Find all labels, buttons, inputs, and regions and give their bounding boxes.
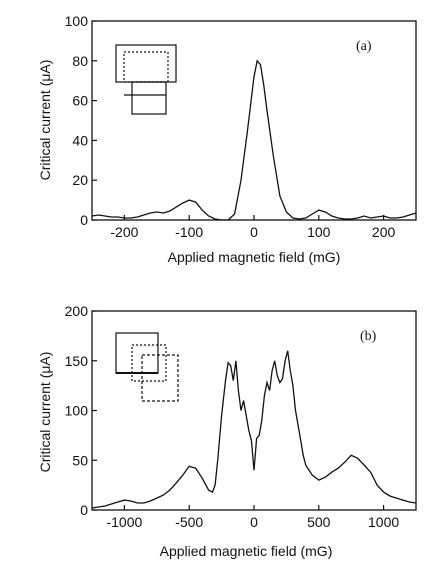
x-tick-label: -1000 bbox=[106, 514, 142, 530]
y-ticks-a: 0 20 40 60 80 100 bbox=[65, 13, 97, 228]
y-tick-label: 100 bbox=[65, 13, 89, 29]
y-tick-label: 200 bbox=[65, 303, 89, 319]
x-tick-label: -500 bbox=[175, 514, 203, 530]
inset-schematic-a bbox=[115, 44, 177, 115]
x-tick-label: -200 bbox=[110, 224, 138, 240]
x-tick-label: 500 bbox=[307, 514, 331, 530]
x-tick-label: 0 bbox=[250, 514, 258, 530]
series-line-b bbox=[91, 350, 417, 509]
y-tick-label: 150 bbox=[65, 353, 89, 369]
y-tick-label: 40 bbox=[72, 132, 88, 148]
x-ticks-b: -1000 -500 0 500 1000 bbox=[106, 505, 399, 530]
x-tick-label: 200 bbox=[372, 224, 396, 240]
x-tick-label: 1000 bbox=[368, 514, 399, 530]
series-line-a bbox=[91, 59, 417, 221]
inset-schematic-b bbox=[115, 332, 179, 402]
y-axis-label-a: Critical current (μA) bbox=[37, 60, 53, 181]
x-axis-label-a: Applied magnetic field (mG) bbox=[168, 249, 341, 265]
x-tick-label: 0 bbox=[250, 224, 258, 240]
panel-b: -1000 -500 0 500 1000 0 50 100 150 200 (b) Appli… bbox=[37, 303, 417, 559]
y-tick-label: 100 bbox=[65, 403, 89, 419]
y-ticks-b: 0 50 100 150 200 bbox=[65, 303, 97, 518]
panel-label-a: (a) bbox=[356, 39, 372, 54]
y-tick-label: 50 bbox=[72, 452, 88, 468]
y-tick-label: 80 bbox=[72, 53, 88, 69]
x-tick-label: -100 bbox=[175, 224, 203, 240]
y-tick-label: 0 bbox=[80, 502, 88, 518]
panel-label-b: (b) bbox=[360, 329, 377, 344]
panel-a: -200 -100 0 100 200 0 20 40 60 80 100 (a) Applied… bbox=[37, 13, 417, 265]
y-tick-label: 0 bbox=[80, 212, 88, 228]
x-ticks-a: -200 -100 0 100 200 bbox=[110, 215, 395, 240]
x-axis-label-b: Applied magnetic field (mG) bbox=[160, 543, 333, 559]
y-tick-label: 60 bbox=[72, 93, 88, 109]
y-tick-label: 20 bbox=[72, 172, 88, 188]
x-tick-label: 100 bbox=[307, 224, 331, 240]
y-axis-label-b: Critical current (μA) bbox=[37, 352, 53, 473]
